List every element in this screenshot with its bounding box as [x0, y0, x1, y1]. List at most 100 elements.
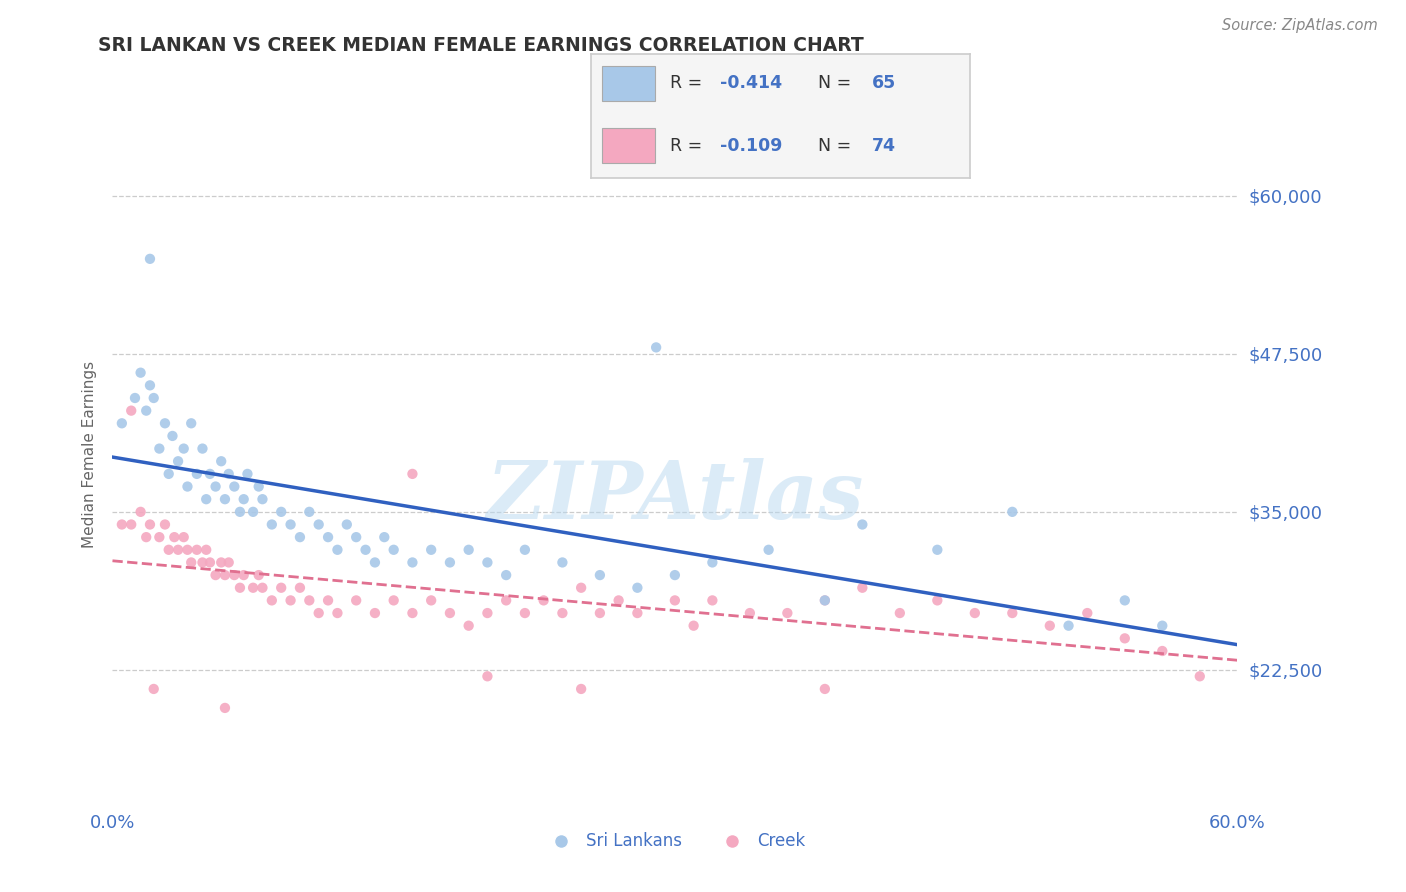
- Point: [1152, 618, 1174, 632]
- Text: 74: 74: [872, 137, 896, 155]
- Y-axis label: Median Female Earnings: Median Female Earnings: [82, 361, 97, 549]
- Point: [148, 442, 170, 456]
- Point: [157, 542, 180, 557]
- Point: [702, 556, 724, 570]
- Point: [252, 581, 274, 595]
- Point: [298, 593, 321, 607]
- Point: [186, 542, 208, 557]
- Point: [308, 517, 330, 532]
- Point: [209, 454, 232, 468]
- Text: -0.414: -0.414: [720, 75, 782, 93]
- Text: Source: ZipAtlas.com: Source: ZipAtlas.com: [1222, 18, 1378, 33]
- Point: [191, 556, 214, 570]
- Point: [851, 581, 873, 595]
- Point: [382, 542, 405, 557]
- Point: [163, 530, 186, 544]
- Point: [142, 391, 165, 405]
- Point: [260, 593, 283, 607]
- Point: [851, 517, 873, 532]
- Point: [195, 492, 218, 507]
- Point: [439, 606, 461, 620]
- Point: [401, 467, 423, 481]
- Point: [139, 252, 162, 266]
- Point: [589, 568, 612, 582]
- Text: 65: 65: [872, 75, 896, 93]
- Point: [162, 429, 184, 443]
- Point: [236, 467, 259, 481]
- Point: [326, 542, 349, 557]
- Point: [569, 581, 592, 595]
- Point: [280, 517, 302, 532]
- Point: [420, 542, 443, 557]
- Point: [439, 556, 461, 570]
- Point: [308, 606, 330, 620]
- Point: [173, 442, 195, 456]
- Point: [242, 581, 264, 595]
- Point: [645, 340, 668, 354]
- Point: [401, 556, 423, 570]
- Point: [198, 467, 221, 481]
- Point: [209, 556, 232, 570]
- Point: [607, 593, 630, 607]
- Point: [176, 542, 198, 557]
- Point: [120, 403, 142, 417]
- Point: [247, 479, 270, 493]
- Point: [180, 417, 202, 431]
- Point: [758, 542, 780, 557]
- Point: [191, 442, 214, 456]
- Text: -0.109: -0.109: [720, 137, 782, 155]
- Point: [364, 556, 387, 570]
- Point: [664, 568, 686, 582]
- Point: [229, 581, 252, 595]
- Point: [173, 530, 195, 544]
- Point: [135, 530, 157, 544]
- Point: [186, 467, 208, 481]
- Point: [477, 556, 499, 570]
- Point: [316, 530, 339, 544]
- Point: [129, 505, 152, 519]
- Point: [139, 378, 162, 392]
- Point: [120, 517, 142, 532]
- Point: [401, 606, 423, 620]
- Point: [533, 593, 555, 607]
- Point: [316, 593, 339, 607]
- Text: SRI LANKAN VS CREEK MEDIAN FEMALE EARNINGS CORRELATION CHART: SRI LANKAN VS CREEK MEDIAN FEMALE EARNIN…: [98, 36, 865, 54]
- Point: [457, 618, 479, 632]
- Point: [513, 606, 536, 620]
- Point: [288, 581, 311, 595]
- Point: [260, 517, 283, 532]
- Text: R =: R =: [671, 75, 709, 93]
- Point: [589, 606, 612, 620]
- Legend: Sri Lankans, Creek: Sri Lankans, Creek: [537, 826, 813, 857]
- Point: [280, 593, 302, 607]
- Point: [569, 681, 592, 696]
- Point: [252, 492, 274, 507]
- Point: [344, 530, 367, 544]
- Point: [214, 492, 236, 507]
- Point: [142, 681, 165, 696]
- Point: [513, 542, 536, 557]
- Point: [963, 606, 986, 620]
- Point: [738, 606, 761, 620]
- Text: ZIPAtlas: ZIPAtlas: [486, 458, 863, 535]
- Point: [139, 517, 162, 532]
- Point: [232, 568, 254, 582]
- Point: [167, 454, 190, 468]
- Point: [1001, 606, 1024, 620]
- Point: [1057, 618, 1080, 632]
- Text: N =: N =: [818, 137, 858, 155]
- Bar: [602, 66, 655, 101]
- Point: [551, 606, 574, 620]
- Point: [135, 403, 157, 417]
- Point: [373, 530, 395, 544]
- Point: [204, 479, 226, 493]
- Point: [1152, 644, 1174, 658]
- Point: [176, 479, 198, 493]
- Point: [242, 505, 264, 519]
- Point: [288, 530, 311, 544]
- Point: [214, 568, 236, 582]
- Point: [157, 467, 180, 481]
- Point: [153, 517, 176, 532]
- Point: [326, 606, 349, 620]
- Point: [167, 542, 190, 557]
